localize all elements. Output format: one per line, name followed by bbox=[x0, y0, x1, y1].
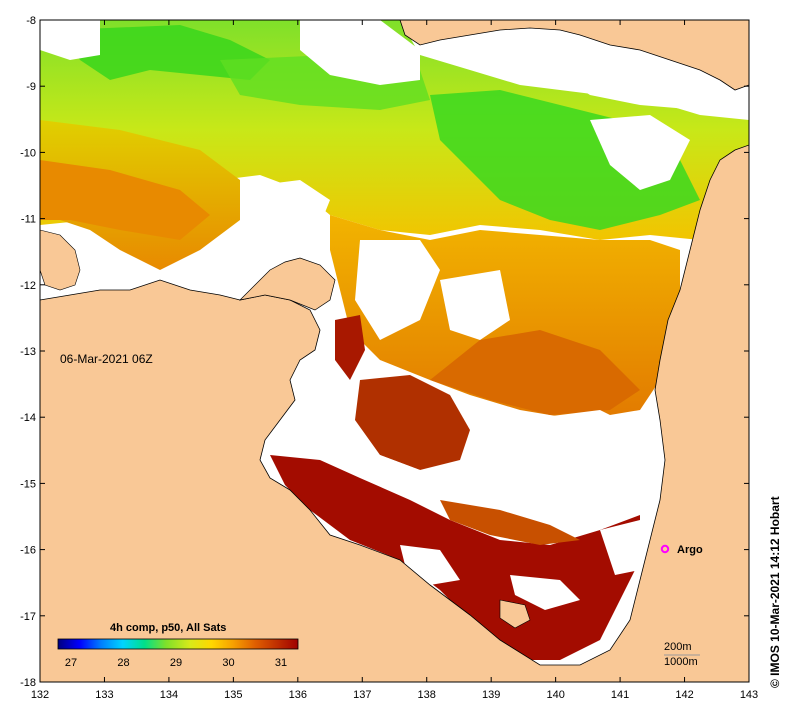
cloud-gap bbox=[600, 520, 640, 575]
land-island bbox=[499, 599, 531, 629]
y-tick-label: -16 bbox=[20, 545, 36, 557]
x-tick-label: 134 bbox=[160, 689, 178, 701]
isobath-200-label: 200m bbox=[664, 641, 692, 653]
cloud-gap bbox=[520, 410, 640, 460]
y-tick-label: -13 bbox=[20, 346, 36, 358]
argo-marker: Argo bbox=[660, 544, 703, 556]
colorbar-tick-label: 30 bbox=[222, 657, 234, 669]
x-tick-label: 140 bbox=[546, 689, 564, 701]
x-tick-label: 141 bbox=[611, 689, 629, 701]
y-tick-label: -8 bbox=[26, 15, 36, 27]
land-peninsula bbox=[238, 257, 336, 311]
x-tick-label: 132 bbox=[31, 689, 49, 701]
x-tick-label: 139 bbox=[482, 689, 500, 701]
cloud-gap bbox=[255, 180, 330, 235]
sst-gulf-red bbox=[355, 375, 470, 470]
argo-label: Argo bbox=[677, 544, 703, 556]
map-field bbox=[40, 20, 749, 682]
y-tick-label: -9 bbox=[26, 81, 36, 93]
colorbar-tick-label: 31 bbox=[275, 657, 287, 669]
sst-gulf-darkorange bbox=[430, 330, 640, 415]
y-tick-label: -17 bbox=[20, 611, 36, 623]
credit-label: © IMOS 10-Mar-2021 14:12 Hobart bbox=[768, 496, 782, 688]
argo-float-icon bbox=[660, 544, 670, 554]
x-tick-label: 133 bbox=[95, 689, 113, 701]
cloud-gap bbox=[400, 545, 460, 585]
colorbar-tick-label: 29 bbox=[170, 657, 182, 669]
colorbar-tick-label: 28 bbox=[117, 657, 129, 669]
y-tick-label: -10 bbox=[20, 147, 36, 159]
y-tick-label: -15 bbox=[20, 478, 36, 490]
colorbar-title: 4h comp, p50, All Sats bbox=[110, 622, 226, 634]
sst-green-patch bbox=[430, 90, 700, 230]
cloud-gap bbox=[510, 575, 580, 610]
y-tick-label: -14 bbox=[20, 412, 36, 424]
isobath-legend: 200m 1000m bbox=[664, 641, 700, 668]
land-island bbox=[40, 229, 81, 291]
cloud-gap bbox=[40, 20, 100, 60]
x-tick-label: 136 bbox=[289, 689, 307, 701]
sst-south-orange bbox=[440, 500, 580, 545]
colorbar-tick-label: 27 bbox=[65, 657, 77, 669]
sst-green-patch bbox=[60, 25, 270, 80]
y-tick-label: -12 bbox=[20, 280, 36, 292]
cloud-gap bbox=[300, 20, 420, 85]
sst-gulf-red2 bbox=[335, 315, 365, 380]
colorbar-bar bbox=[57, 638, 299, 650]
colorbar: 4h comp, p50, All Sats 27 28 29 30 31 bbox=[57, 622, 299, 669]
y-tick-label: -18 bbox=[20, 677, 36, 689]
y-axis: -8 -9 -10 -11 -12 -13 -14 -15 -16 -17 -18 bbox=[20, 15, 749, 689]
land-new-guinea bbox=[399, 20, 749, 91]
cloud-gap bbox=[590, 115, 690, 190]
y-tick-label: -11 bbox=[21, 214, 36, 226]
x-tick-label: 135 bbox=[224, 689, 242, 701]
x-tick-label: 143 bbox=[740, 689, 758, 701]
sst-west-orange bbox=[40, 160, 210, 240]
x-tick-label: 142 bbox=[675, 689, 693, 701]
colorbar-ticks: 27 28 29 30 31 bbox=[65, 657, 287, 669]
isobath-1000-label: 1000m bbox=[664, 656, 698, 668]
cloud-gap-south bbox=[310, 430, 660, 520]
x-axis: 132 133 134 135 136 137 138 139 140 141 142 143 bbox=[31, 20, 758, 701]
cloud-gap bbox=[560, 45, 700, 110]
cloud-gap bbox=[440, 270, 510, 340]
cloud-gap bbox=[355, 240, 440, 340]
x-tick-label: 137 bbox=[353, 689, 371, 701]
x-tick-label: 138 bbox=[418, 689, 436, 701]
date-label: 06-Mar-2021 06Z bbox=[60, 352, 153, 366]
